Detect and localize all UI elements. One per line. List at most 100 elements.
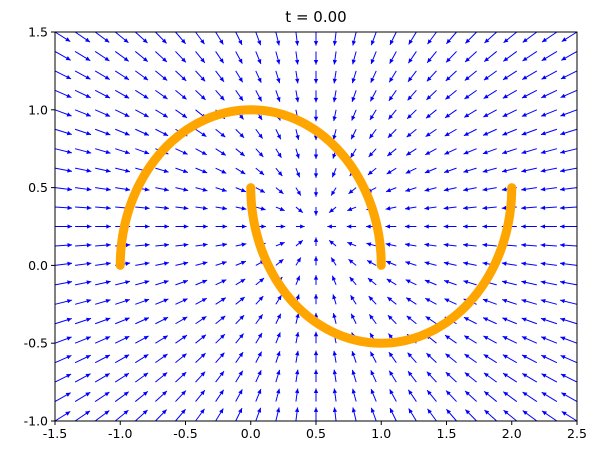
vector-arrowhead [424,261,430,266]
vector-arrowhead [143,131,149,136]
vector-arrowhead [367,278,373,283]
vector-arrowhead [560,280,565,285]
vector-arrowhead [297,208,303,213]
vector-arrowhead [482,242,488,248]
vector-arrowhead [85,392,91,397]
vector-arrowhead [542,410,547,416]
vector-arrowhead [424,169,430,174]
vector-arrowhead [386,278,392,284]
vector-arrowhead [521,317,527,322]
vector-arrowhead [542,37,547,43]
vector-arrowhead [332,313,337,319]
vector-arrowhead [327,224,332,229]
vector-arrowhead [161,409,167,415]
vector-arrowhead [65,56,71,61]
vector-arrowhead [124,131,130,136]
vector-arrowhead [105,168,111,173]
vector-arrowhead [503,373,509,378]
vector-arrowhead [443,224,449,229]
vector-arrowhead [105,280,111,285]
vector-arrowhead [297,240,303,245]
vector-arrowhead [426,371,432,377]
vector-arrowhead [484,57,490,62]
upper-half-circle-curve [115,105,386,270]
vector-arrowhead [86,224,92,229]
vector-arrowhead [369,332,375,338]
vector-arrowhead [463,187,469,192]
vector-arrowhead [67,224,73,229]
vector-arrowhead [464,335,470,340]
vector-arrowhead [408,389,413,395]
vector-arrowhead [163,280,169,285]
vector-arrowhead [331,190,336,196]
vector-arrowhead [444,150,450,155]
vector-arrowhead [406,315,412,321]
vector-arrowhead [144,150,150,155]
vector-arrowhead [313,388,319,393]
vector-arrowhead [295,153,300,159]
vector-arrowhead [106,205,111,211]
vector-arrowhead [279,206,285,211]
vector-arrowhead [521,187,527,192]
vector-arrowhead [219,371,224,377]
vector-arrowhead [369,115,375,121]
vector-arrowhead [503,391,509,397]
vector-arrowhead [163,131,169,136]
vector-arrowhead [276,369,281,375]
vector-arrowhead [86,261,92,266]
vector-arrowhead [257,332,263,338]
vector-arrowhead [276,134,281,140]
vector-arrowhead [560,131,566,136]
vector-arrowhead [540,205,546,211]
vector-arrowhead [104,56,110,61]
vector-arrowhead [239,114,244,120]
vector-arrowhead [521,336,527,341]
vector-arrowhead [239,296,245,302]
vector-arrowhead [408,39,413,45]
vector-arrowhead [313,275,319,280]
vector-arrowhead [295,313,300,319]
vector-arrowhead [560,336,566,341]
y-tick-label: 0.0 [28,258,48,273]
vector-arrowhead [222,224,228,229]
vector-arrowhead [123,56,129,62]
vector-arrowhead [86,168,92,173]
vector-arrowhead [259,188,265,193]
vector-arrowhead [200,76,206,82]
vector-arrowhead [463,205,468,211]
vector-arrowhead [241,206,247,211]
vector-arrowhead [348,259,354,264]
vector-arrowhead [182,298,188,303]
vector-arrowhead [294,40,300,46]
vector-arrowhead [465,38,471,44]
vector-arrowhead [559,242,565,248]
vector-arrowhead [407,95,413,101]
x-tick-label: -0.5 [173,426,197,441]
vector-arrowhead [143,94,149,99]
vector-arrowhead [350,295,355,301]
vector-arrowhead [239,133,245,138]
vector-arrowhead [104,38,110,43]
vector-arrowhead [502,298,508,304]
vector-arrowhead [183,205,189,211]
vector-arrowhead [367,260,373,265]
vector-arrowhead [278,259,284,264]
x-tick-label: -1.5 [43,426,67,441]
vector-arrowhead [201,132,207,137]
vector-arrowhead [124,112,130,117]
chart-title: t = 0.00 [285,8,346,26]
vector-arrowhead [145,224,150,229]
vector-arrowhead [329,208,335,213]
vector-arrowhead [66,317,72,322]
vector-arrowhead [446,57,451,63]
vector-arrowhead [86,187,92,192]
vector-arrowhead [144,298,150,303]
vector-arrowhead [483,317,489,322]
vector-arrowhead [219,408,224,414]
vector-arrowhead [503,410,509,415]
vector-arrowhead [123,373,129,378]
vector-arrowhead [295,134,300,140]
vector-arrowhead [445,113,451,118]
vector-arrowhead [351,407,357,413]
vector-arrowhead [219,58,224,64]
